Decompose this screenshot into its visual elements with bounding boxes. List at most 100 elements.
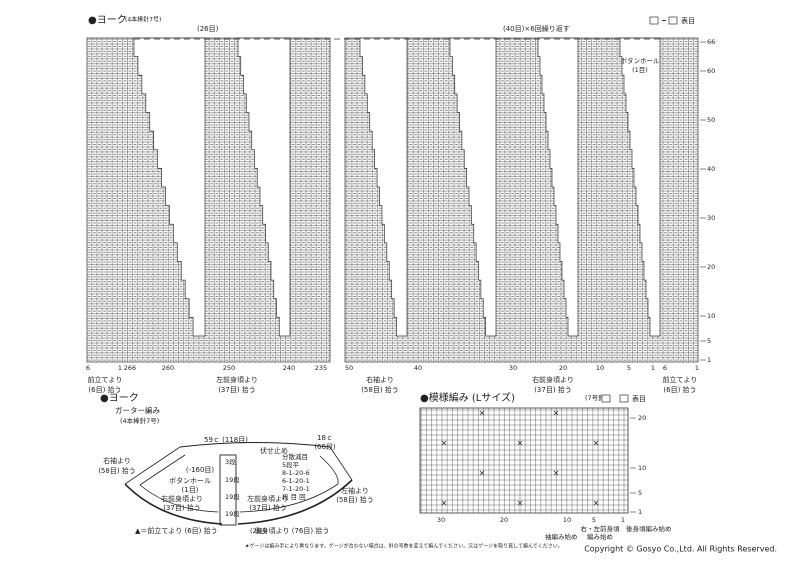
label: 40 xyxy=(414,364,422,372)
label: 60 xyxy=(707,67,715,75)
label: 20 xyxy=(559,364,567,372)
cross-mark xyxy=(517,440,523,446)
title: ●模様編み (Lサイズ) xyxy=(420,391,515,404)
legend-box xyxy=(601,394,611,403)
label: 左袖より xyxy=(341,486,369,495)
label: ガーター編み xyxy=(115,405,160,415)
label: 18ｃ xyxy=(317,434,333,442)
label: 266 xyxy=(124,364,136,372)
label: 5段平 xyxy=(282,460,300,469)
label: 編み始め xyxy=(587,532,613,541)
label: 左前身頃より xyxy=(216,375,258,384)
label: (37目) 拾う xyxy=(249,503,287,512)
decrease-area xyxy=(359,37,408,337)
label: 20 xyxy=(500,516,508,524)
label: 20 xyxy=(707,263,715,271)
label: 右袖より xyxy=(366,375,394,384)
label: 左前身頃より xyxy=(247,494,289,503)
cross-mark xyxy=(441,440,447,446)
decrease-area xyxy=(237,37,291,337)
label: 30 xyxy=(437,516,445,524)
legend-box xyxy=(668,16,678,25)
label: (6目) 拾う xyxy=(663,385,696,394)
decrease-area xyxy=(619,37,661,337)
label: 240 xyxy=(283,364,295,372)
label: ボタンホール xyxy=(169,476,211,485)
pattern-grid xyxy=(419,407,629,514)
label: 分散減目 xyxy=(282,452,308,461)
label: 3段 xyxy=(225,457,236,466)
cross-mark xyxy=(593,440,599,446)
label: 前立てより xyxy=(88,375,123,384)
label: ★ゲージは編み手により異なります。ゲージが合わない場合は、針の号数を変えて編んで… xyxy=(245,543,563,550)
label: (4本棒針7号) xyxy=(120,416,159,425)
label: (2段) xyxy=(250,526,266,535)
label: 右前身頃より xyxy=(532,375,574,384)
legend-box xyxy=(619,394,629,403)
cross-mark xyxy=(593,500,599,506)
label: ▲＝前立てより (6目) 拾う xyxy=(135,526,218,535)
label: ボタンホール xyxy=(621,56,661,65)
front-band xyxy=(219,454,237,526)
yoke-top xyxy=(179,442,331,448)
label: 袖編み始め xyxy=(545,532,578,541)
label: (58目) 拾う xyxy=(361,385,399,394)
label: 8-1-20-6 xyxy=(282,469,310,477)
label: 表目 xyxy=(632,394,646,403)
label: (58目) 拾う xyxy=(336,495,374,504)
label: 50 xyxy=(707,116,715,124)
label: 10 xyxy=(596,364,604,372)
label: (4本棒針7号) xyxy=(125,16,161,24)
label: (66段) xyxy=(314,442,336,451)
legend-box xyxy=(649,16,659,25)
title: ●ヨーク xyxy=(100,392,139,404)
label: 前立てより xyxy=(663,375,698,384)
label: 右袖より xyxy=(103,456,131,465)
label: 19段 xyxy=(225,475,240,484)
label: 5 xyxy=(707,337,711,345)
decrease-area xyxy=(537,37,579,337)
label: 右前身頃より xyxy=(161,494,203,503)
label: 30 xyxy=(509,364,517,372)
decrease-area xyxy=(133,37,206,337)
label: (1目) xyxy=(632,66,648,74)
cross-mark xyxy=(553,410,559,416)
label: 1 xyxy=(621,516,625,524)
label: 235 xyxy=(315,364,327,372)
label: 20 xyxy=(638,414,646,422)
label: (26目) xyxy=(197,25,219,33)
cross-mark xyxy=(441,500,447,506)
label: 40 xyxy=(707,165,715,173)
label: 6 xyxy=(663,364,667,372)
label: 後身頃編み始め xyxy=(626,524,672,533)
decrease-area xyxy=(449,37,497,337)
copyright: Copyright © Gosyo Co.,Ltd. All Rights Re… xyxy=(584,545,777,554)
title: ●ヨーク xyxy=(88,14,127,26)
label: 5 xyxy=(638,489,642,497)
label: 50 xyxy=(345,364,353,372)
yoke-outer xyxy=(124,479,353,525)
label: 表目 xyxy=(681,16,695,25)
label: 6-1-20-1 xyxy=(282,477,310,485)
label: 66 xyxy=(707,38,715,46)
label: (37目) 拾う xyxy=(163,503,201,512)
label: (6目) 拾う xyxy=(88,385,121,394)
cross-mark xyxy=(553,470,559,476)
label: 1 xyxy=(651,364,655,372)
label: 段 目 回 xyxy=(282,492,306,501)
label: (58目) 拾う xyxy=(98,466,136,475)
yoke-right xyxy=(239,446,353,513)
label: 19段 xyxy=(225,492,240,501)
label: 30 xyxy=(707,214,715,222)
label: 250 xyxy=(223,364,235,372)
yoke-left xyxy=(124,446,219,513)
cross-mark xyxy=(479,410,485,416)
label: (37目) 拾う xyxy=(218,385,256,394)
label: 伏せ止め xyxy=(260,446,288,455)
label: (7号針) xyxy=(585,393,607,402)
label: 10 xyxy=(563,516,571,524)
label: 59ｃ (118目) xyxy=(204,436,248,444)
label: 右・左前身頃 xyxy=(581,524,621,533)
label: (37目) 拾う xyxy=(534,385,572,394)
